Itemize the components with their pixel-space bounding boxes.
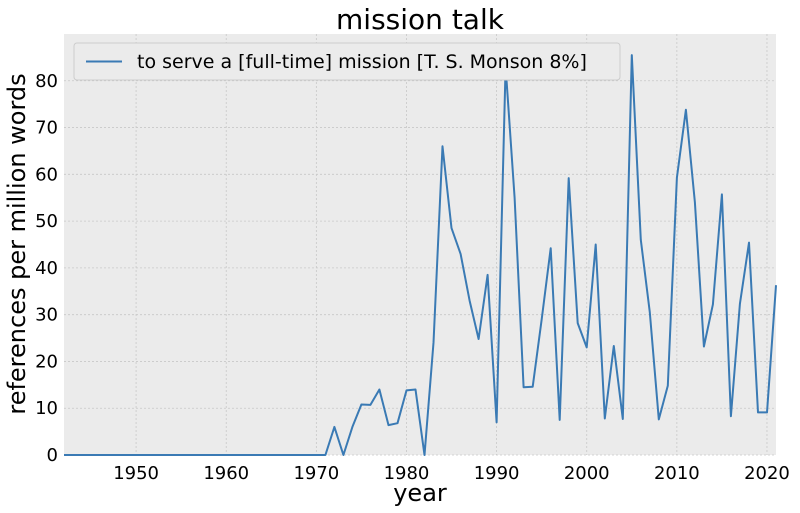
y-tick-label: 20 (35, 351, 58, 372)
y-tick-label: 40 (35, 258, 58, 279)
x-tick-label: 2000 (564, 463, 610, 484)
legend: to serve a [full-time] mission [T. S. Mo… (73, 42, 621, 81)
x-tick-label: 1950 (113, 463, 159, 484)
chart-title: mission talk (336, 3, 505, 36)
series-line (64, 54, 777, 456)
series-layer (64, 54, 777, 456)
y-tick-label: 60 (35, 164, 58, 185)
y-axis-title: references per million words (3, 73, 31, 414)
x-tick-label: 1990 (474, 463, 520, 484)
axis-ticks: 1950 1960 1970 1980 1990 2000 2010 2020 0 10 20 30 4… (35, 71, 790, 484)
x-axis-title: year (393, 479, 447, 507)
x-tick-label: 1970 (293, 463, 339, 484)
y-tick-label: 0 (47, 445, 58, 466)
x-tick-label: 1960 (203, 463, 249, 484)
x-tick-label: 1980 (384, 463, 430, 484)
legend-label: to serve a [full-time] mission [T. S. Mo… (137, 51, 587, 73)
y-tick-label: 70 (35, 118, 58, 139)
y-tick-label: 30 (35, 305, 58, 326)
y-tick-label: 10 (35, 398, 58, 419)
x-tick-label: 2010 (654, 463, 700, 484)
x-tick-label: 2020 (744, 463, 790, 484)
y-tick-label: 50 (35, 211, 58, 232)
legend-box (73, 42, 621, 81)
y-tick-label: 80 (35, 71, 58, 92)
plot-area (64, 34, 776, 455)
